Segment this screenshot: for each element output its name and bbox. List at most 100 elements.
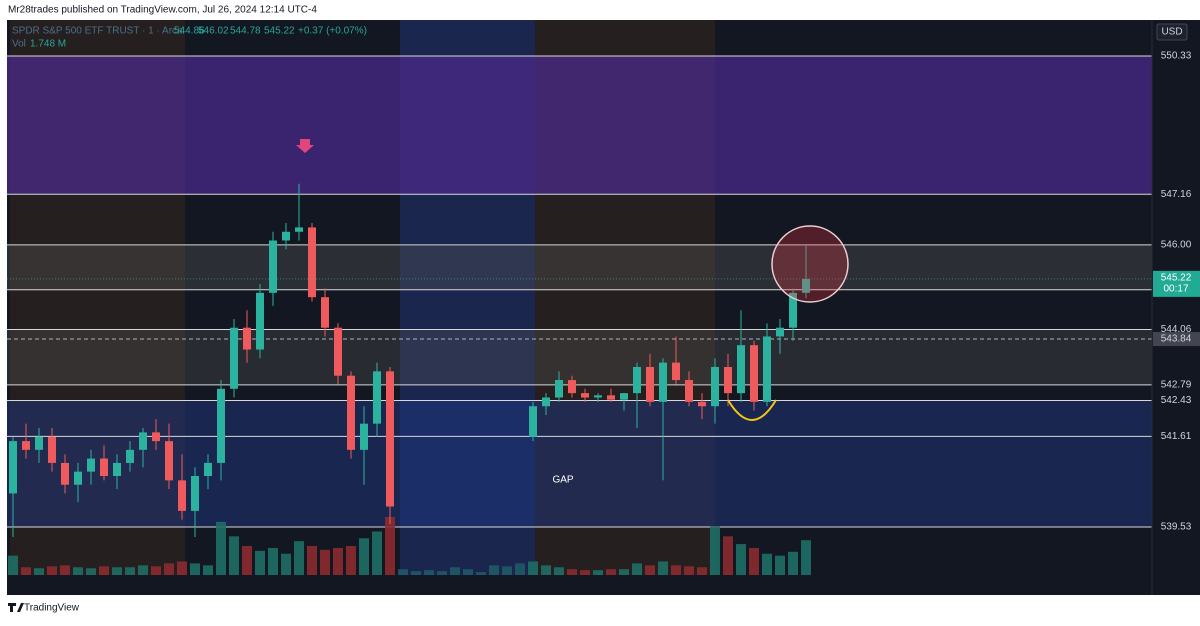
candle-body [750,345,758,402]
publisher: Mr28trades published on TradingView.com,… [8,5,317,16]
volume-bar [801,540,811,575]
volume-bar [255,550,265,575]
currency-box [1156,23,1188,41]
candle-body [594,395,602,398]
candle-body [685,380,693,402]
volume-bar [697,567,707,575]
price-label: 543.84 [1161,334,1192,345]
footer-brand: TradingView [24,603,80,614]
candle-body [139,432,147,450]
volume-bar [125,567,135,575]
price-label: 542.79 [1161,379,1192,390]
volume-bar [333,547,343,575]
candle-body [282,231,290,241]
volume-bar [502,566,512,575]
change: +0.37 (+0.07%) [298,26,367,37]
volume-bar [424,570,434,575]
volume-bar [99,566,109,575]
volume-bar [372,531,382,575]
price-label: 550.33 [1161,51,1192,62]
candle-body [373,371,381,424]
volume-bar [775,555,785,575]
last-price: 545.22 [1161,273,1192,284]
candle-body [100,458,108,477]
volume-bar [177,561,187,575]
gap-label: GAP [552,475,573,486]
volume-bar [411,571,421,575]
candle-body [126,449,134,463]
zone [7,244,1152,290]
volume-bar [346,546,356,575]
volume-bar [723,536,733,575]
candle-body [61,462,69,485]
candle-body [74,471,82,485]
volume-bar [21,567,31,575]
candle-body [347,375,355,450]
candle-body [178,480,186,511]
candle-body [711,366,719,407]
volume-bar [580,570,590,575]
ohlc-value: 545.22 [264,26,295,37]
candle-body [295,227,303,232]
price-label: 544.06 [1161,324,1192,335]
candle-body [386,371,394,507]
volume-bar [294,541,304,575]
volume-bar [645,565,655,575]
volume-bar [437,571,447,575]
volume-bar [138,565,148,575]
candle-body [9,441,17,494]
price-label: 539.53 [1161,522,1192,533]
volume-bar [86,568,96,575]
currency: USD [1161,27,1182,38]
candle-body [243,327,251,350]
candle-body [555,380,563,398]
candle-body [737,345,745,394]
circle-annotation [771,225,849,303]
candle-body [87,458,95,472]
candle-body [698,401,706,407]
volume-bar [151,566,161,575]
volume-bar [398,569,408,575]
volume-bar [476,572,486,575]
volume-bar [190,563,200,575]
symbol: SPDR S&P 500 ETF TRUST · 1 · Arca [12,26,183,37]
candle-body [230,327,238,389]
volume-bar [554,567,564,575]
price-label: 547.16 [1161,189,1192,200]
candle-body [256,292,264,350]
volume-bar [242,546,252,575]
candle-body [22,441,30,450]
volume-bar [567,569,577,575]
candle-body [607,395,615,400]
ohlc-value: 544.78 [230,26,261,37]
ohlc-value: 544.86 [174,26,205,37]
candle-body [789,292,797,328]
candle-body [776,327,784,337]
cup-annotation [727,399,777,421]
candle-body [204,462,212,477]
candle-body [334,327,342,376]
volume-bar [710,526,720,575]
candle-body [165,441,173,481]
tv-logo [8,603,24,612]
price-label: 542.43 [1161,395,1192,406]
last-price-bg [1153,270,1200,297]
volume-bar [164,563,174,575]
candle-body [581,393,589,398]
volume-bar [736,544,746,575]
candle-body [529,406,537,437]
volume-bar [541,565,551,575]
zone [7,56,1152,195]
volume-bar [528,561,538,575]
countdown: 00:17 [1163,284,1188,295]
volume-bar [112,567,122,575]
candle-body [191,476,199,511]
volume-bar [671,565,681,575]
candle-body [672,362,680,381]
volume-bar [788,551,798,575]
candle-body [542,397,550,407]
volume-bar [632,563,642,575]
volume-bar [203,565,213,575]
volume-bar [281,553,291,575]
